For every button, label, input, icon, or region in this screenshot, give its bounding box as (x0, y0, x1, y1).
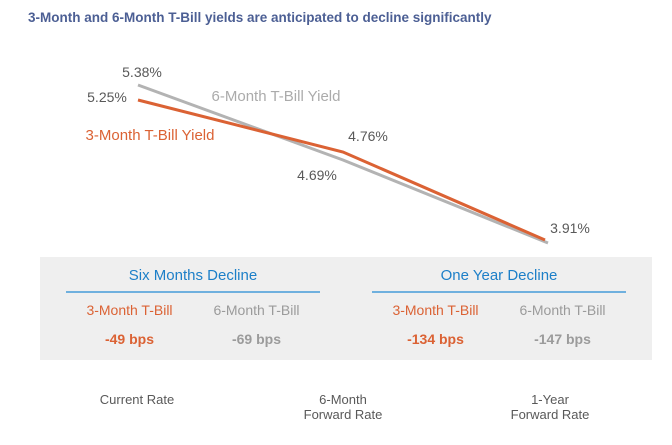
column-3-month: 3-Month T-Bill -49 bps (66, 302, 193, 347)
six-month-yield-line (137, 83, 549, 245)
column-label-3-month: 3-Month T-Bill (392, 302, 479, 318)
point-label-6m-6mo-forward: 4.69% (297, 167, 337, 183)
axis-label-current-rate: Current Rate (100, 392, 174, 407)
column-6-month: 6-Month T-Bill -69 bps (193, 302, 320, 347)
yield-lines-svg (137, 83, 549, 245)
panel-underline (372, 291, 626, 293)
column-value-6-month: -69 bps (231, 331, 281, 347)
yield-line-chart: 5.38% 5.25% 6-Month T-Bill Yield 3-Month… (85, 64, 590, 245)
column-value-3-month: -134 bps (407, 331, 464, 347)
panel-heading-six-months: Six Months Decline (128, 267, 258, 284)
column-label-6-month: 6-Month T-Bill (519, 302, 606, 318)
point-label-6m-current: 5.38% (122, 64, 162, 80)
one-year-decline-panel: One Year Decline 3-Month T-Bill -134 bps… (346, 257, 652, 360)
axis-label-line1: Current Rate (99, 392, 175, 407)
legend-3-month-t-bill-yield: 3-Month T-Bill Yield (85, 127, 215, 144)
chart-title: 3-Month and 6-Month T-Bill yields are an… (28, 10, 492, 25)
column-label-6-month: 6-Month T-Bill (213, 302, 300, 318)
panel-columns: 3-Month T-Bill -134 bps 6-Month T-Bill -… (372, 302, 626, 347)
axis-label-line1: 1-Year (531, 392, 569, 407)
axis-label-6-month-forward-rate: 6-Month Forward Rate (304, 392, 383, 422)
column-3-month: 3-Month T-Bill -134 bps (372, 302, 499, 347)
three-month-yield-line (137, 98, 546, 242)
column-value-3-month: -49 bps (104, 331, 154, 347)
x-axis-labels: Current Rate 6-Month Forward Rate 1-Year… (0, 392, 672, 426)
axis-label-line2: Forward Rate (510, 407, 590, 422)
axis-label-line1: 6-Month (319, 392, 367, 407)
column-label-3-month: 3-Month T-Bill (86, 302, 173, 318)
panel-underline (66, 291, 320, 293)
column-value-6-month: -147 bps (534, 331, 591, 347)
legend-6-month-t-bill-yield: 6-Month T-Bill Yield (211, 88, 341, 105)
point-label-3m-current: 5.25% (87, 89, 127, 105)
point-label-3m-6mo-forward: 4.76% (348, 128, 388, 144)
column-6-month: 6-Month T-Bill -147 bps (499, 302, 626, 347)
point-label-1yr-forward: 3.91% (550, 220, 590, 236)
panel-columns: 3-Month T-Bill -49 bps 6-Month T-Bill -6… (66, 302, 320, 347)
decline-summary-band: Six Months Decline 3-Month T-Bill -49 bp… (40, 257, 652, 360)
six-months-decline-panel: Six Months Decline 3-Month T-Bill -49 bp… (40, 257, 346, 360)
axis-label-line2: Forward Rate (303, 407, 383, 422)
axis-label-1-year-forward-rate: 1-Year Forward Rate (511, 392, 590, 422)
panel-heading-one-year: One Year Decline (440, 267, 558, 284)
